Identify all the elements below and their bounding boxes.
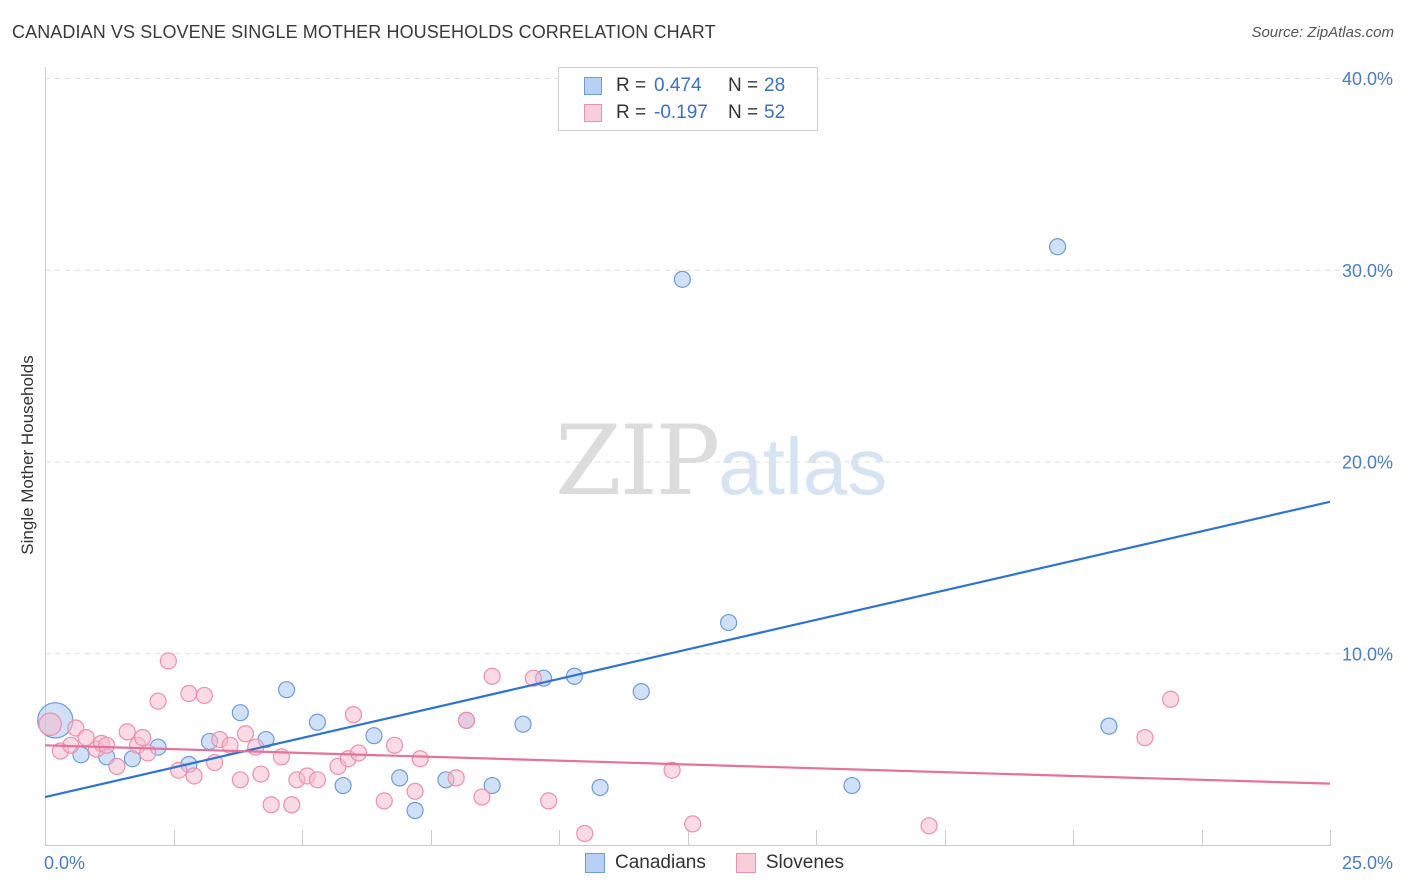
slovene-point [231,771,249,789]
legend-r-value: 0.474 [654,75,702,96]
slovene-point [38,712,62,736]
legend-r-label: R = [616,102,647,123]
slovene-point [473,788,491,806]
legend-n-label: N = [728,102,759,123]
slovene-point [180,684,198,703]
slovene-point [308,771,327,789]
legend-swatch-canadians [584,77,602,95]
legend-n-value: 52 [764,102,786,123]
canadian-point [720,613,738,632]
canadian-point [406,801,424,820]
canadian-point [231,704,249,722]
y-tick-label: 40.0% [1342,69,1393,89]
slovene-point [1136,729,1154,747]
slovene-point [118,723,136,741]
watermark: ZIPatlas [555,405,887,517]
canadian-point [334,776,352,795]
slovene-point [349,744,368,762]
trend-layer [44,500,1331,799]
canadian-point [365,727,383,745]
y-tick-label: 10.0% [1342,644,1393,664]
slovene-point [195,686,213,705]
slovene-point [524,669,542,687]
canadian-point [591,778,609,797]
slovene-point [540,792,558,810]
series-swatch-canadians [585,853,605,873]
slovene-point [457,711,476,729]
slovene-point [185,767,203,785]
canadian-point [1048,238,1067,256]
series-legend-slovenes: Slovenes [735,852,845,874]
slovene-point [483,667,501,685]
slovene-point [663,761,681,779]
slovene-point [252,765,270,783]
watermark-atlas: atlas [718,422,888,511]
slovene-point [406,782,424,800]
slovene-point [385,736,404,754]
watermark-zip: ZIP [555,405,720,517]
slovene-point [98,736,116,754]
canadian-point [1100,717,1118,735]
slovene-point [1162,690,1180,708]
slovene-point [920,817,938,835]
legend-row-slovenes: R = -0.197 N = 52 [584,101,785,125]
series-legend: Canadians Slovenes [585,852,874,874]
canadian-point [483,776,501,795]
slovene-point [447,769,465,787]
canadian-trend-line [44,500,1331,799]
canadian-point [277,681,296,699]
series-legend-canadians: Canadians [585,852,706,874]
legend-r-label: R = [616,75,647,96]
slovene-point [159,652,177,670]
slovene-point [411,750,429,768]
correlation-legend: R = 0.474 N = 28 R = -0.197 N = 52 [558,67,818,131]
canadian-point [308,713,327,731]
slovene-point [221,736,239,754]
slovene-point [576,824,594,843]
source-credit: Source: ZipAtlas.com [1251,24,1394,41]
slovene-trend-line [44,744,1331,785]
slovene-point [108,757,126,775]
legend-row-canadians: R = 0.474 N = 28 [584,74,785,98]
slovene-point [149,692,167,710]
points-layer [37,238,1180,843]
canadian-point [391,769,409,787]
series-label-canadians: Canadians [615,852,706,873]
canadian-point [514,715,532,733]
slovene-point [684,815,702,833]
grid-layer [45,78,1395,655]
tick-label-layer: 10.0% 20.0% 30.0% 40.0% 0.0% 25.0% [44,69,1393,873]
legend-swatch-slovenes [584,104,602,122]
legend-n-label: N = [728,75,759,96]
slovene-point [344,706,362,724]
canadian-point [632,682,650,701]
series-label-slovenes: Slovenes [765,852,845,873]
x-tick-label-min: 0.0% [44,853,85,873]
x-tick-label-max: 25.0% [1342,853,1393,873]
chart-title: CANADIAN VS SLOVENE SINGLE MOTHER HOUSEH… [12,22,716,42]
y-tick-label: 30.0% [1342,261,1393,281]
slovene-point [262,796,280,814]
slovene-point [375,792,393,810]
axis-layer [45,67,1331,846]
series-swatch-slovenes [735,853,756,873]
slovene-point [236,725,255,743]
canadian-point [673,270,691,288]
slovene-point [134,729,152,747]
canadian-point [843,776,861,795]
legend-r-value: -0.197 [654,102,708,123]
slovene-point [283,796,301,814]
y-tick-label: 20.0% [1342,453,1393,473]
legend-n-value: 28 [764,75,786,96]
